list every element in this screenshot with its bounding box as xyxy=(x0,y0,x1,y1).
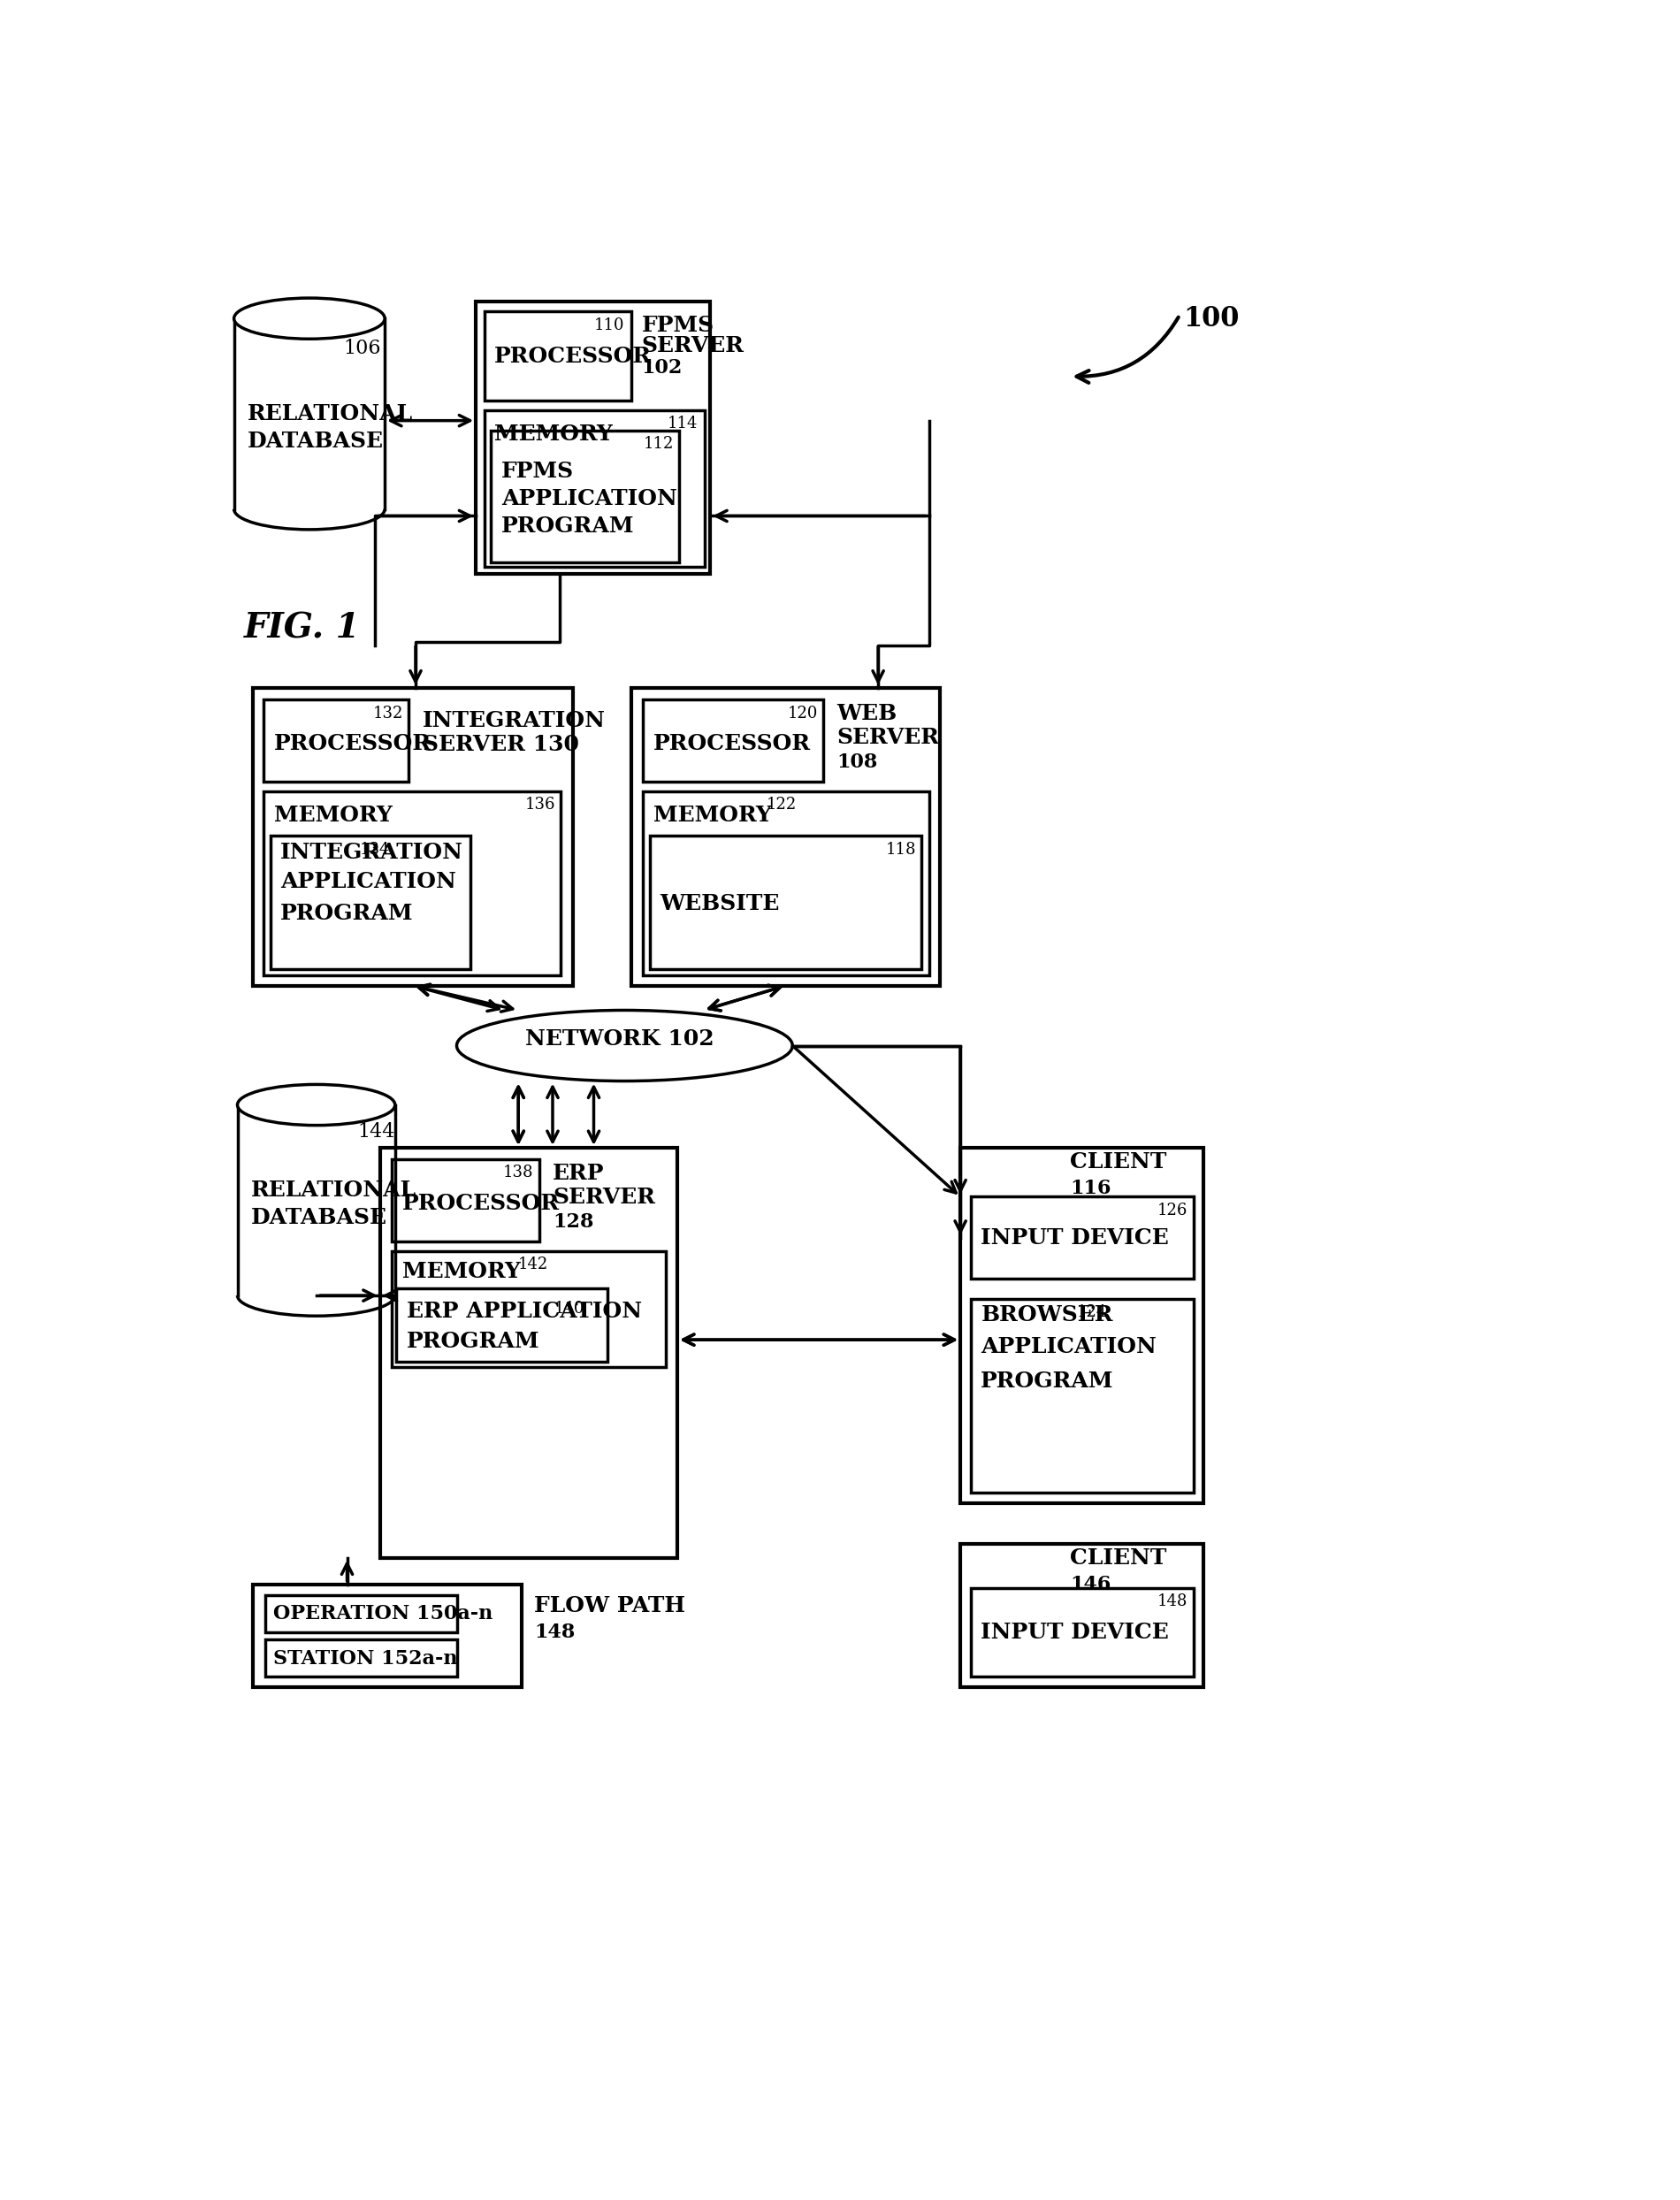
Text: 146: 146 xyxy=(1070,1575,1110,1595)
Text: SERVER: SERVER xyxy=(837,726,939,748)
Bar xyxy=(961,1544,1203,1687)
Bar xyxy=(391,1159,539,1241)
Bar xyxy=(252,1584,522,1687)
Text: ERP APPLICATION: ERP APPLICATION xyxy=(407,1300,642,1322)
Bar xyxy=(234,319,385,508)
Text: FLOW PATH: FLOW PATH xyxy=(534,1595,685,1617)
Text: 126: 126 xyxy=(1158,1201,1188,1219)
Text: NETWORK 102: NETWORK 102 xyxy=(526,1027,714,1049)
Bar xyxy=(396,1289,608,1362)
Bar xyxy=(491,431,679,563)
Text: CLIENT: CLIENT xyxy=(1070,1547,1166,1569)
Bar xyxy=(475,301,711,574)
Text: FPMS: FPMS xyxy=(642,315,714,337)
Text: 148: 148 xyxy=(1158,1593,1188,1610)
Text: APPLICATION: APPLICATION xyxy=(981,1335,1158,1357)
Text: 140: 140 xyxy=(554,1300,585,1318)
Bar xyxy=(643,792,929,975)
Text: 144: 144 xyxy=(358,1122,395,1142)
Text: INTEGRATION: INTEGRATION xyxy=(281,840,464,862)
Text: 132: 132 xyxy=(373,706,403,722)
Text: MEMORY: MEMORY xyxy=(402,1261,521,1283)
Text: 142: 142 xyxy=(519,1256,549,1272)
Bar xyxy=(237,1104,395,1296)
Text: SERVER: SERVER xyxy=(553,1186,655,1208)
Text: PROCESSOR: PROCESSOR xyxy=(402,1192,559,1214)
Text: PROGRAM: PROGRAM xyxy=(407,1331,539,1353)
Text: SERVER: SERVER xyxy=(642,334,744,356)
Text: 108: 108 xyxy=(837,752,879,772)
Bar xyxy=(643,700,823,781)
Ellipse shape xyxy=(457,1010,793,1080)
Text: SERVER 130: SERVER 130 xyxy=(422,735,580,755)
Bar xyxy=(484,411,706,568)
Text: 102: 102 xyxy=(642,359,682,378)
Text: 100: 100 xyxy=(1183,306,1240,332)
Text: ERP: ERP xyxy=(553,1164,605,1184)
Text: INPUT DEVICE: INPUT DEVICE xyxy=(981,1621,1169,1643)
Text: 134: 134 xyxy=(360,840,390,858)
Text: RELATIONAL: RELATIONAL xyxy=(250,1179,417,1201)
Text: MEMORY: MEMORY xyxy=(494,425,613,444)
Text: 148: 148 xyxy=(534,1621,575,1641)
Text: FIG. 1: FIG. 1 xyxy=(244,612,361,645)
Text: 112: 112 xyxy=(643,436,674,453)
Text: 122: 122 xyxy=(766,796,796,814)
Bar xyxy=(971,1197,1193,1278)
Text: 124: 124 xyxy=(1077,1305,1107,1320)
Text: APPLICATION: APPLICATION xyxy=(281,871,457,893)
Bar xyxy=(971,1298,1193,1494)
Ellipse shape xyxy=(234,297,385,339)
Text: 136: 136 xyxy=(524,796,556,814)
Text: DATABASE: DATABASE xyxy=(247,431,383,451)
Text: FPMS: FPMS xyxy=(501,462,575,482)
Bar xyxy=(252,686,573,986)
Text: 120: 120 xyxy=(788,706,818,722)
Ellipse shape xyxy=(237,1085,395,1124)
Text: MEMORY: MEMORY xyxy=(654,805,771,827)
Text: PROCESSOR: PROCESSOR xyxy=(274,733,432,755)
Text: RELATIONAL: RELATIONAL xyxy=(247,403,413,425)
Text: PROCESSOR: PROCESSOR xyxy=(494,345,652,367)
Text: INPUT DEVICE: INPUT DEVICE xyxy=(981,1228,1169,1247)
Text: CLIENT: CLIENT xyxy=(1070,1151,1166,1173)
Bar xyxy=(265,1595,457,1632)
Text: 110: 110 xyxy=(595,317,625,332)
Text: PROGRAM: PROGRAM xyxy=(501,515,635,537)
Text: STATION 152a-n: STATION 152a-n xyxy=(274,1648,457,1668)
Text: 116: 116 xyxy=(1070,1179,1110,1197)
Text: MEMORY: MEMORY xyxy=(274,805,391,827)
Bar xyxy=(264,700,408,781)
Text: 138: 138 xyxy=(502,1164,534,1181)
Text: DATABASE: DATABASE xyxy=(250,1206,388,1228)
Text: 114: 114 xyxy=(667,416,697,431)
Text: 118: 118 xyxy=(885,840,916,858)
Text: PROCESSOR: PROCESSOR xyxy=(654,733,811,755)
Bar xyxy=(265,1639,457,1676)
Bar xyxy=(484,312,632,400)
Bar xyxy=(380,1148,677,1558)
Bar xyxy=(961,1148,1203,1503)
Bar xyxy=(264,792,561,975)
Bar xyxy=(270,836,470,968)
Text: PROGRAM: PROGRAM xyxy=(281,902,413,924)
Text: OPERATION 150a-n: OPERATION 150a-n xyxy=(274,1604,492,1624)
Bar xyxy=(632,686,939,986)
Bar xyxy=(391,1252,665,1366)
Text: BROWSER: BROWSER xyxy=(981,1305,1114,1327)
Text: PROGRAM: PROGRAM xyxy=(981,1371,1114,1393)
Text: 128: 128 xyxy=(553,1212,593,1232)
Text: 106: 106 xyxy=(344,339,381,359)
Text: WEB: WEB xyxy=(837,704,897,724)
Text: INTEGRATION: INTEGRATION xyxy=(422,711,605,730)
Bar xyxy=(971,1588,1193,1676)
Bar xyxy=(650,836,921,968)
Text: APPLICATION: APPLICATION xyxy=(501,488,677,510)
Text: WEBSITE: WEBSITE xyxy=(660,893,780,915)
